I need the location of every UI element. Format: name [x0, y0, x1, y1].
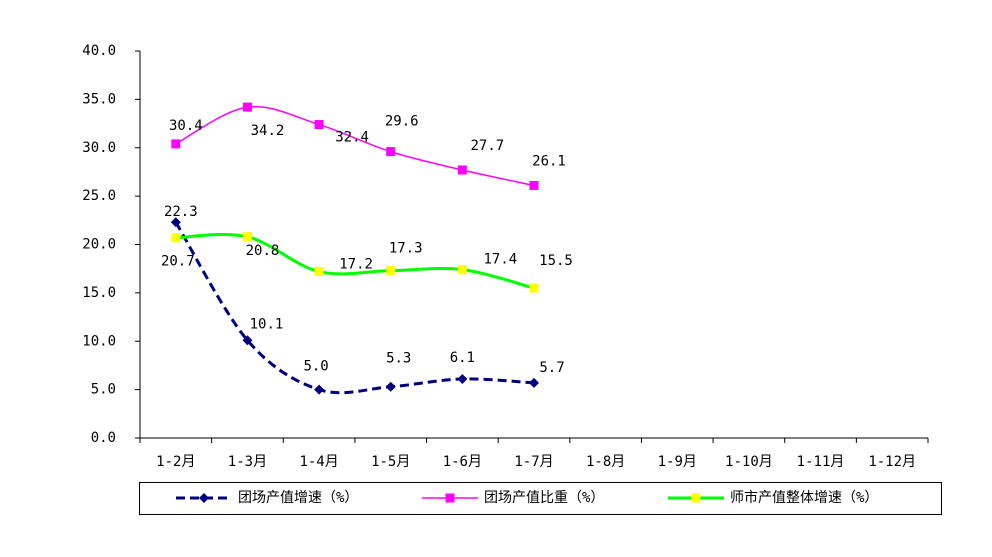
x-tick-label: 1-12月 — [868, 454, 916, 470]
legend-box — [139, 482, 942, 515]
y-tick-label: 40.0 — [82, 43, 116, 59]
marker — [529, 377, 539, 388]
legend-marker — [445, 493, 455, 503]
x-tick-label: 1-4月 — [299, 454, 338, 470]
data-label: 15.5 — [539, 253, 573, 269]
y-tick-label: 30.0 — [82, 140, 116, 156]
data-label: 20.8 — [246, 243, 280, 259]
legend-label: 师市产值整体增速（%） — [730, 489, 878, 506]
marker — [529, 283, 539, 293]
x-tick-label: 1-6月 — [443, 454, 482, 470]
data-label: 17.2 — [339, 257, 373, 273]
y-tick-label: 20.0 — [82, 237, 116, 253]
series-line — [175, 232, 535, 290]
marker — [314, 267, 324, 277]
marker — [170, 217, 181, 228]
data-label: 5.0 — [303, 359, 328, 375]
data-label: 6.1 — [450, 350, 475, 366]
data-label: 17.3 — [389, 241, 423, 257]
marker — [529, 180, 539, 190]
data-label: 10.1 — [250, 316, 284, 332]
y-tick-label: 15.0 — [82, 285, 116, 301]
data-label: 17.4 — [484, 252, 518, 268]
legend-marker — [199, 493, 209, 503]
marker — [242, 102, 252, 112]
series-line — [175, 105, 535, 187]
y-tick-label: 25.0 — [82, 188, 116, 204]
x-tick-label: 1-8月 — [586, 454, 625, 470]
data-label: 20.7 — [161, 254, 195, 270]
marker — [171, 139, 181, 149]
marker — [457, 165, 467, 175]
marker — [385, 381, 396, 392]
x-tick-label: 1-3月 — [228, 454, 267, 470]
data-label: 22.3 — [164, 204, 198, 220]
legend-label: 团场产值增速（%） — [238, 490, 358, 506]
legend-marker — [691, 493, 701, 503]
data-label: 5.7 — [539, 360, 564, 376]
marker — [386, 147, 396, 157]
data-label: 30.4 — [169, 118, 203, 134]
x-tick-label: 1-2月 — [156, 454, 195, 470]
data-label: 26.1 — [532, 153, 566, 169]
x-tick-label: 1-10月 — [725, 454, 773, 470]
marker — [314, 120, 324, 130]
marker — [386, 266, 396, 276]
marker — [171, 233, 181, 243]
marker — [242, 335, 253, 346]
marker — [457, 265, 467, 275]
data-label: 5.3 — [386, 351, 411, 367]
y-tick-label: 0.0 — [91, 430, 116, 446]
marker — [314, 384, 325, 395]
data-label: 32.4 — [335, 130, 369, 146]
y-tick-label: 10.0 — [82, 333, 116, 349]
data-label: 34.2 — [251, 123, 285, 139]
marker — [457, 373, 468, 384]
marker — [242, 232, 252, 242]
x-tick-label: 1-9月 — [658, 454, 697, 470]
x-tick-label: 1-7月 — [514, 454, 553, 470]
data-label: 29.6 — [385, 114, 419, 130]
x-tick-label: 1-11月 — [797, 454, 845, 470]
y-tick-label: 35.0 — [82, 91, 116, 107]
x-tick-label: 1-5月 — [371, 454, 410, 470]
y-tick-label: 5.0 — [91, 382, 116, 398]
data-label: 27.7 — [471, 138, 505, 154]
legend-label: 团场产值比重（%） — [484, 490, 604, 506]
